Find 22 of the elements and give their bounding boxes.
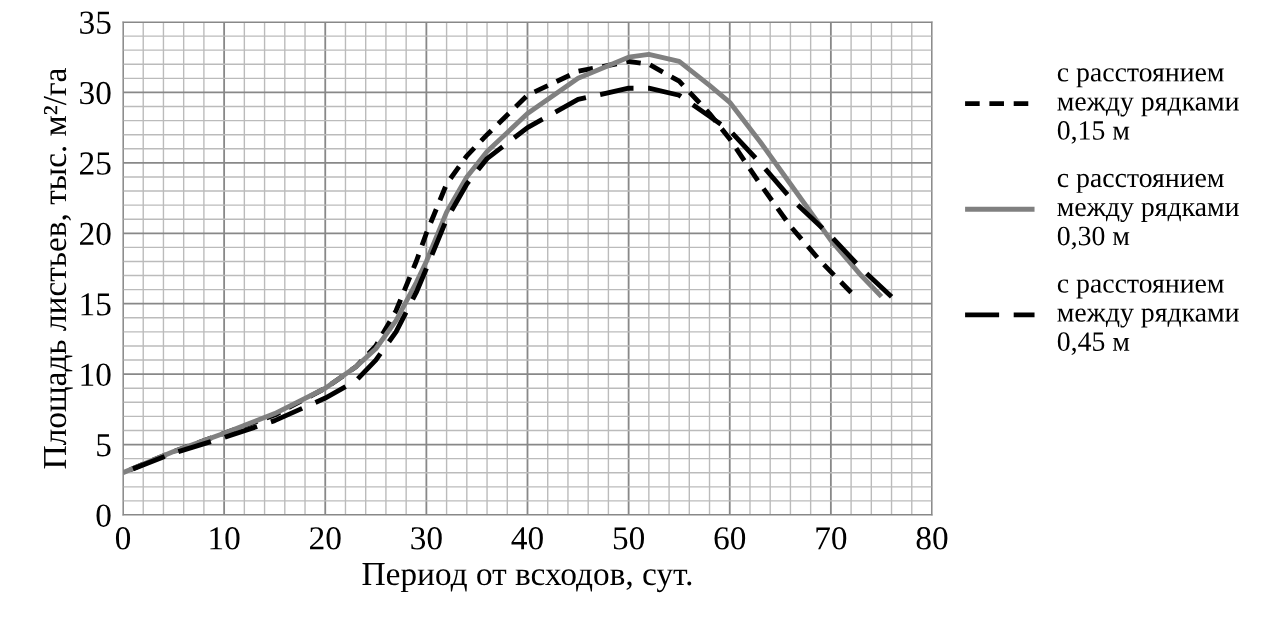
- x-tick-label: 70: [816, 527, 847, 550]
- y-tick-label: 35: [80, 11, 111, 34]
- y-tick-label: 5: [97, 434, 111, 457]
- y-axis-title: Площадь листьев, тыс. м²/га: [43, 68, 73, 469]
- x-tick-label: 0: [115, 527, 131, 550]
- y-tick-label: 30: [80, 81, 111, 105]
- x-tick-label: 80: [916, 527, 948, 550]
- legend-label: с расстоянием между рядками 0,30 м: [1057, 173, 1239, 250]
- x-tick-label: 50: [613, 527, 645, 550]
- y-tick-label: 25: [80, 152, 111, 175]
- x-tick-label: 20: [310, 527, 341, 550]
- legend-label: с расстоянием между рядками 0,45 м: [1057, 279, 1239, 355]
- y-tick-label: 15: [81, 293, 111, 316]
- y-tick-label: 10: [81, 363, 111, 387]
- x-tick-label: 40: [511, 527, 543, 550]
- x-axis-title: Период от всходов, сут.: [362, 563, 692, 593]
- y-tick-label: 0: [96, 504, 111, 527]
- legend-label: с расстоянием между рядками 0,15 м: [1057, 68, 1239, 144]
- x-tick-label: 60: [714, 527, 746, 550]
- y-tick-label: 20: [80, 222, 111, 246]
- x-tick-label: 10: [210, 527, 240, 550]
- x-tick-label: 30: [411, 527, 442, 550]
